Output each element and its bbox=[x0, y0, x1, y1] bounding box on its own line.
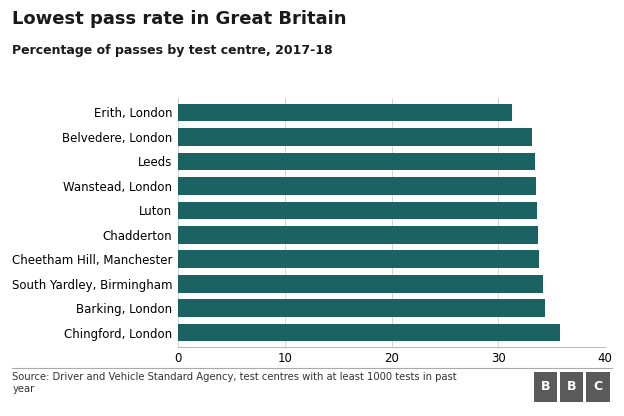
Text: Source: Driver and Vehicle Standard Agency, test centres with at least 1000 test: Source: Driver and Vehicle Standard Agen… bbox=[12, 372, 457, 394]
Bar bbox=[178, 226, 538, 244]
Text: C: C bbox=[593, 380, 602, 394]
Text: Percentage of passes by test centre, 2017-18: Percentage of passes by test centre, 201… bbox=[12, 44, 333, 57]
Text: B: B bbox=[567, 380, 577, 394]
Bar bbox=[178, 324, 560, 342]
Bar bbox=[178, 250, 539, 268]
Text: B: B bbox=[540, 380, 550, 394]
Text: Lowest pass rate in Great Britain: Lowest pass rate in Great Britain bbox=[12, 10, 347, 28]
Bar bbox=[178, 128, 532, 146]
Bar bbox=[178, 275, 544, 292]
Bar bbox=[178, 201, 537, 219]
Bar bbox=[178, 104, 512, 121]
Bar bbox=[178, 177, 536, 195]
Bar bbox=[178, 300, 545, 317]
Bar bbox=[178, 153, 535, 170]
